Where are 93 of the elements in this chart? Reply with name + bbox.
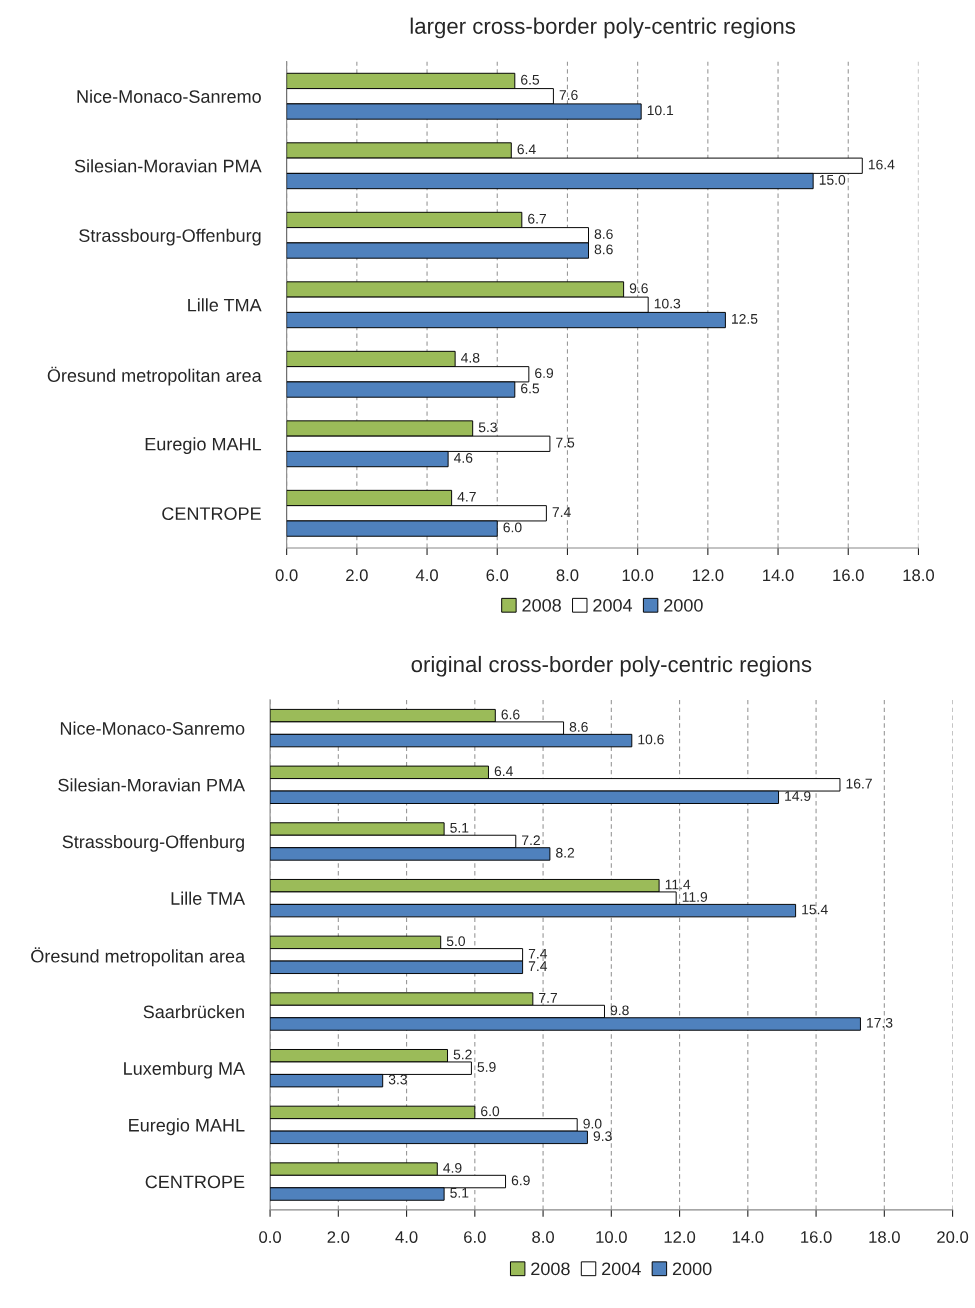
data-label: 6.9 xyxy=(511,1175,530,1186)
data-label: 7.2 xyxy=(522,835,540,846)
data-label: 7.5 xyxy=(556,437,575,448)
data-label: 6.5 xyxy=(521,74,540,85)
y-tick-label: Euregio MAHL xyxy=(145,437,262,455)
y-tick-label: Strassbourg-Offenburg xyxy=(62,834,244,852)
data-label: 6.4 xyxy=(517,144,536,155)
x-tick-label: 4.0 xyxy=(415,569,438,582)
y-tick-label: Lille TMA xyxy=(188,298,262,312)
x-tick-label: 18.0 xyxy=(903,569,935,582)
data-label: 8.6 xyxy=(594,244,613,255)
data-label: 7.6 xyxy=(559,90,578,100)
data-label: 12.5 xyxy=(732,313,758,324)
data-label: 9.6 xyxy=(629,283,648,294)
y-tick-label: Strassbourg-Offenburg xyxy=(79,228,261,246)
x-tick-label: 10.0 xyxy=(622,569,654,582)
legend-label: 2004 xyxy=(593,598,633,612)
x-tick-label: 0.0 xyxy=(275,569,298,582)
y-tick-label: CENTROPE xyxy=(145,1175,245,1189)
y-tick-label: Silesian-Moravian PMA xyxy=(74,159,262,173)
legend-label: 2000 xyxy=(664,598,703,612)
x-tick-label: 8.0 xyxy=(556,569,579,582)
data-label: 5.9 xyxy=(477,1062,496,1072)
data-label: 7.4 xyxy=(528,961,548,971)
data-label: 5.1 xyxy=(450,1188,469,1198)
data-label: 10.3 xyxy=(654,298,681,309)
y-tick-label: Silesian-Moravian PMA xyxy=(58,778,246,792)
y-tick-label: Öresund metropolitan area xyxy=(31,947,246,967)
x-tick-label: 16.0 xyxy=(833,569,864,582)
x-tick-label: 2.0 xyxy=(346,569,368,582)
data-label: 5.2 xyxy=(453,1049,472,1060)
data-label: 4.6 xyxy=(453,452,473,463)
x-tick-label: 6.0 xyxy=(464,1231,486,1243)
data-label: 6.5 xyxy=(521,383,540,394)
chart-title: original cross-border poly-centric regions xyxy=(411,655,812,677)
x-tick-label: 16.0 xyxy=(801,1231,832,1243)
data-label: 6.4 xyxy=(494,766,513,777)
data-label: 5.3 xyxy=(478,422,497,433)
x-tick-label: 18.0 xyxy=(869,1231,900,1243)
data-label: 7.4 xyxy=(552,507,571,517)
data-label: 6.0 xyxy=(503,522,522,533)
data-label: 10.1 xyxy=(647,105,674,116)
data-label: 8.6 xyxy=(569,722,588,732)
x-tick-label: 14.0 xyxy=(763,569,794,582)
data-label: 17.3 xyxy=(867,1017,893,1028)
data-label: 5.1 xyxy=(450,823,469,833)
data-label: 14.9 xyxy=(785,791,811,801)
data-label: 9.3 xyxy=(593,1131,612,1142)
data-label: 6.0 xyxy=(481,1106,500,1117)
y-tick-label: Nice-Monaco-Sanremo xyxy=(60,721,245,735)
data-label: 7.7 xyxy=(539,993,557,1003)
x-tick-label: 8.0 xyxy=(532,1231,555,1243)
data-label: 6.6 xyxy=(501,709,520,720)
x-tick-label: 0.0 xyxy=(259,1231,282,1243)
data-label: 15.0 xyxy=(819,174,846,185)
data-label: 9.0 xyxy=(583,1118,602,1129)
legend-label: 2004 xyxy=(602,1262,641,1276)
y-tick-label: Luxemburg MA xyxy=(124,1061,246,1079)
data-label: 4.7 xyxy=(457,492,476,502)
data-label: 7.4 xyxy=(528,948,548,959)
data-label: 16.7 xyxy=(846,778,872,789)
y-tick-label: Lille TMA xyxy=(171,891,246,905)
data-label: 3.3 xyxy=(388,1074,407,1085)
data-label: 9.8 xyxy=(610,1005,629,1016)
x-tick-label: 4.0 xyxy=(395,1231,418,1243)
legend-label: 2000 xyxy=(672,1262,712,1276)
x-tick-label: 10.0 xyxy=(596,1231,627,1243)
x-tick-label: 6.0 xyxy=(486,569,509,582)
data-label: 8.2 xyxy=(556,847,575,858)
data-label: 10.6 xyxy=(638,734,664,745)
data-label: 15.4 xyxy=(802,904,828,915)
data-label: 11.9 xyxy=(682,892,708,902)
data-label: 6.7 xyxy=(528,213,546,224)
x-tick-label: 12.0 xyxy=(692,569,724,582)
legend-label: 2008 xyxy=(522,598,561,612)
y-tick-label: Öresund metropolitan area xyxy=(47,366,262,386)
x-tick-label: 20.0 xyxy=(937,1231,969,1243)
x-tick-label: 12.0 xyxy=(664,1231,696,1243)
data-label: 4.9 xyxy=(443,1162,462,1173)
chart-title: larger cross-border poly-centric regions xyxy=(410,17,796,39)
data-label: 5.0 xyxy=(446,936,466,947)
x-tick-label: 2.0 xyxy=(327,1231,350,1243)
data-label: 6.9 xyxy=(535,368,554,378)
y-tick-label: Nice-Monaco-Sanremo xyxy=(77,89,261,103)
data-label: 16.4 xyxy=(868,159,895,170)
y-tick-label: CENTROPE xyxy=(162,507,261,521)
y-tick-label: Saarbrücken xyxy=(143,1004,244,1019)
data-label: 11.4 xyxy=(665,879,691,890)
data-label: 8.6 xyxy=(594,229,613,239)
y-tick-label: Euregio MAHL xyxy=(129,1118,245,1136)
x-tick-label: 14.0 xyxy=(732,1231,764,1243)
legend-label: 2008 xyxy=(531,1262,570,1276)
data-label: 4.8 xyxy=(461,352,480,363)
